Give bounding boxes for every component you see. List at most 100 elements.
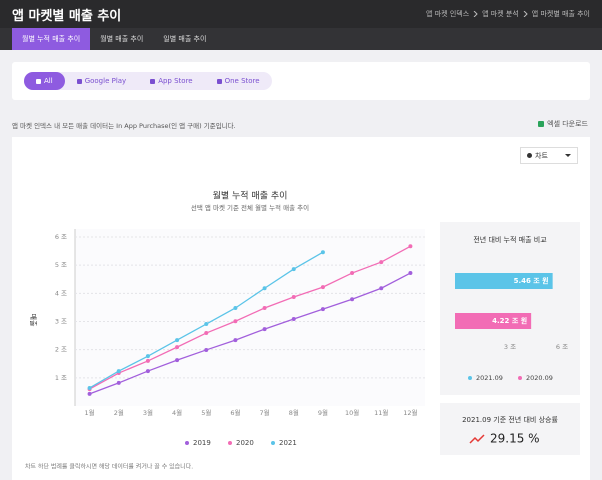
compare-title: 전년 대비 누적 매출 비교 — [473, 235, 547, 244]
point — [291, 316, 296, 321]
point — [204, 322, 209, 327]
x-tick-label: 9월 — [318, 408, 328, 417]
y-tick-label: 4 조 — [55, 289, 67, 297]
chevron — [523, 11, 528, 17]
tab[interactable]: 일별 매출 추이 — [163, 35, 207, 43]
select-label: 차트 — [535, 151, 548, 160]
page-title: 앱 마켓별 매출 추이 — [12, 9, 122, 24]
series-line — [89, 245, 411, 390]
tab-bar: 월별 누적 매출 추이 월별 매출 추이 일별 매출 추이 — [0, 28, 602, 50]
point — [379, 286, 384, 291]
y-tick-label: 3 조 — [55, 318, 67, 326]
point — [350, 297, 355, 302]
crumb[interactable]: 앱 마켓 인덱스 — [426, 10, 470, 18]
filter-label: One Store — [224, 77, 260, 85]
notice: 앱 마켓 인덱스 내 모든 매출 데이터는 In App Purchase(인 … — [12, 122, 236, 130]
point — [233, 305, 238, 310]
x-tick-label: 4월 — [172, 408, 182, 417]
point — [320, 250, 325, 255]
legend-dot — [468, 376, 472, 380]
legend-label: 2020 — [236, 439, 254, 447]
point — [116, 380, 121, 385]
filter-pill[interactable]: One Store — [205, 72, 272, 90]
point — [291, 294, 296, 299]
series-line — [89, 272, 411, 395]
x-tick-label: 10월 — [345, 408, 359, 417]
filter-pills: All Google Play App Store One Store — [24, 72, 272, 90]
y-tick-label: 2 조 — [55, 346, 67, 354]
x-tick-label: 1월 — [85, 408, 95, 417]
point — [145, 369, 150, 374]
filter-label: App Store — [158, 77, 193, 85]
point — [175, 345, 180, 350]
bar — [455, 273, 553, 289]
filter-label: All — [44, 77, 53, 85]
filter-icon — [76, 78, 82, 84]
legend-label: 2021 — [279, 439, 297, 447]
x-tick-label: 11월 — [374, 408, 388, 417]
filter-pill[interactable]: Google Play — [65, 72, 139, 90]
bar-value-label: 5.46 조 원 — [514, 276, 549, 285]
view-select[interactable]: 차트 — [520, 147, 578, 164]
crumb[interactable]: 앱 마켓 분석 — [482, 10, 519, 18]
legend-dot — [271, 441, 275, 445]
legend-label: 2019 — [193, 439, 211, 447]
download-label: 엑셀 다운로드 — [547, 120, 588, 128]
growth-box — [440, 403, 580, 455]
compare-box — [440, 222, 580, 395]
point — [175, 338, 180, 343]
filter-icon — [150, 78, 156, 84]
select-icon — [527, 153, 532, 158]
x-tick-label: 12월 — [403, 408, 417, 417]
x-tick-label: 7월 — [260, 408, 270, 417]
point — [175, 358, 180, 363]
crumb-sep — [473, 11, 478, 17]
chart-subtitle: 선택 앱 마켓 기준 전체 월별 누적 매출 추이 — [191, 203, 309, 212]
x-tick-label: 3 조 — [504, 343, 516, 351]
legend-dot — [518, 376, 522, 380]
x-tick-label: 6 조 — [556, 343, 568, 351]
excel-icon — [538, 121, 545, 127]
y-axis-label: 매출 — [29, 314, 38, 327]
point — [291, 267, 296, 272]
legend-label: 2021.09 — [476, 374, 503, 382]
y-tick-label: 6 조 — [55, 233, 67, 241]
chevron — [473, 11, 478, 17]
point — [408, 244, 413, 249]
point — [262, 305, 267, 310]
download-button[interactable]: 엑셀 다운로드 — [538, 119, 588, 129]
point — [87, 391, 92, 396]
y-tick-label: 5 조 — [55, 261, 67, 269]
point — [233, 319, 238, 324]
filter-pill[interactable]: All — [24, 72, 65, 90]
filter-pill[interactable]: App Store — [138, 72, 204, 90]
growth-title: 2021.09 기준 전년 대비 상승률 — [462, 415, 558, 424]
filter-icon — [36, 78, 41, 84]
trend-icon — [469, 434, 485, 444]
filter-icon — [216, 78, 222, 84]
bar — [455, 313, 532, 329]
tab[interactable]: 월별 매출 추이 — [100, 35, 144, 43]
legend-dot — [228, 441, 232, 445]
caret — [565, 154, 571, 157]
point — [320, 307, 325, 312]
x-tick-label: 3월 — [143, 408, 153, 417]
chart-title: 월별 누적 매출 추이 — [213, 190, 288, 202]
filter-card: All Google Play App Store One Store — [12, 62, 590, 100]
point — [87, 385, 92, 390]
legend-dot — [185, 441, 189, 445]
point — [116, 369, 121, 374]
point — [408, 271, 413, 276]
point — [233, 338, 238, 343]
tab[interactable]: 월별 누적 매출 추이 — [12, 28, 91, 50]
crumb[interactable]: 앱 마켓별 매출 추이 — [531, 10, 590, 18]
point — [320, 285, 325, 290]
footnote: 차트 하단 범례를 클릭하시면 해당 데이터를 켜거나 끌 수 있습니다. — [25, 463, 193, 471]
point — [145, 354, 150, 359]
header: 앱 마켓별 매출 추이 앱 마켓 인덱스 앱 마켓 분석 앱 마켓별 매출 추이 — [0, 0, 602, 28]
x-tick-label: 6월 — [230, 408, 240, 417]
x-tick-label: 2월 — [114, 408, 124, 417]
point — [379, 260, 384, 265]
bar-value-label: 4.22 조 원 — [492, 316, 527, 325]
